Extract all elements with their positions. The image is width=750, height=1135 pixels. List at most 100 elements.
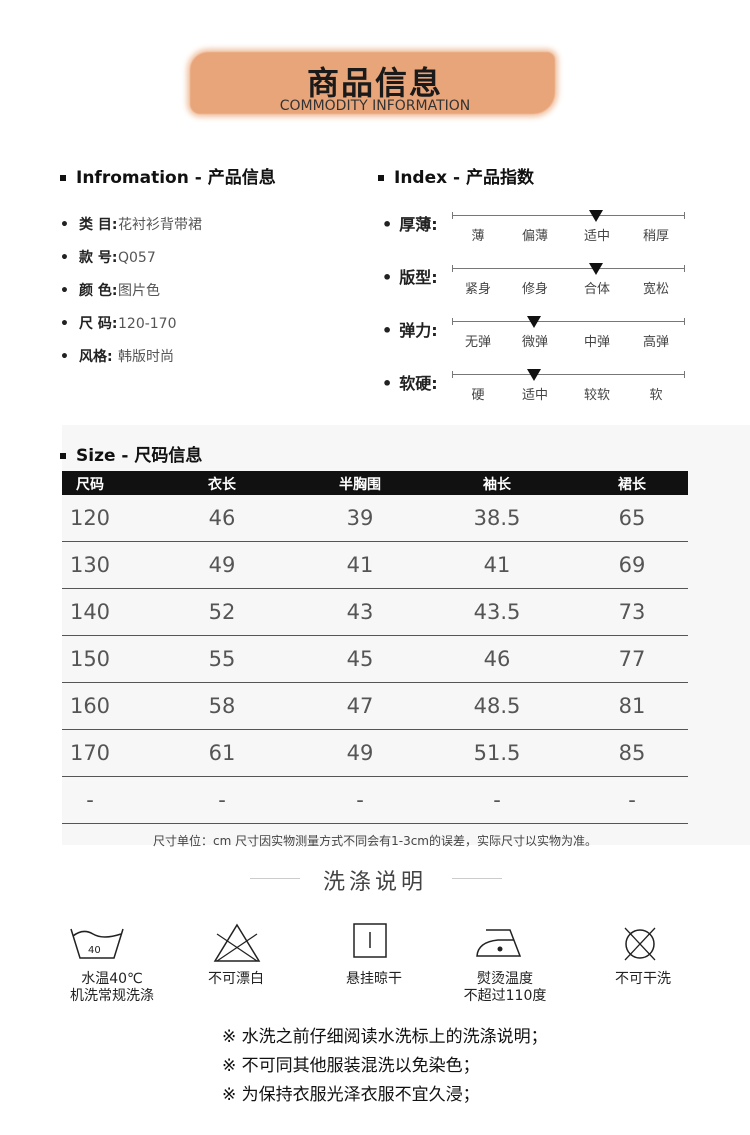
table-cell: - [218, 788, 226, 812]
care-label: 不可漂白 [208, 971, 264, 988]
table-cell: 45 [346, 647, 374, 671]
info-value: 花衬衫背带裙 [118, 217, 202, 233]
table-cell: 41 [483, 553, 511, 577]
table-cell: 58 [208, 694, 236, 718]
index-option: 中弹 [583, 335, 611, 350]
table-cell: 69 [618, 553, 646, 577]
index-scale [452, 371, 685, 378]
iron-icon [476, 929, 522, 957]
index-scale [452, 212, 685, 219]
index-marker-icon [589, 263, 603, 275]
column-header: 衣长 [208, 477, 236, 493]
wash-tip: ※ 为保持衣服光泽衣服不宜久浸； [222, 1085, 480, 1105]
table-cell: 48.5 [473, 694, 521, 718]
wash-temp-number: 40 [88, 945, 101, 956]
info-item: 颜 色:图片色 [60, 280, 160, 300]
table-cell: 49 [208, 553, 236, 577]
index-option: 软 [649, 388, 663, 403]
page-title: 商品信息 [306, 64, 443, 102]
info-item: 款 号:Q057 [60, 247, 156, 267]
index-option: 微弹 [521, 335, 549, 350]
table-cell: 43 [346, 600, 374, 624]
column-header: 裙长 [618, 477, 646, 493]
divider [250, 878, 300, 879]
size-note: 尺寸单位：cm 尺寸因实物测量方式不同会有1-3cm的误差，实际尺寸以实物为准。 [153, 834, 597, 848]
index-option: 修身 [521, 282, 549, 297]
table-cell: 120 [69, 506, 111, 530]
info-label: 类 目: [60, 214, 118, 234]
index-label: 软硬: [382, 370, 437, 394]
info-item: 尺 码:120-170 [60, 313, 177, 333]
info-item: 风格:韩版时尚 [60, 346, 174, 366]
table-cell: 46 [483, 647, 511, 671]
index-option: 合体 [583, 282, 611, 297]
index-label: 弹力: [382, 317, 437, 341]
table-cell: 38.5 [473, 506, 521, 530]
index-option: 偏薄 [521, 229, 549, 244]
index-marker-icon [589, 210, 603, 222]
care-label: 水温40℃ 机洗常规洗涤 [70, 971, 154, 1005]
info-heading: Infromation - 产品信息 [60, 163, 276, 188]
info-item: 类 目:花衬衫背带裙 [60, 214, 202, 234]
table-row: 120 46 39 38.5 65 [62, 495, 688, 542]
index-scale [452, 265, 685, 272]
table-cell: 140 [69, 600, 111, 624]
index-option: 无弹 [464, 335, 492, 350]
no-dry-clean-icon [624, 927, 656, 961]
column-header: 半胸围 [339, 477, 381, 493]
info-value: Q057 [118, 250, 156, 266]
care-label-line: 熨烫温度 [476, 971, 533, 987]
table-row: 130 49 41 41 69 [62, 542, 688, 589]
care-label-line: 悬挂晾干 [346, 971, 402, 987]
table-cell: 52 [208, 600, 236, 624]
table-cell: 85 [618, 741, 646, 765]
care-label-line: 水温40℃ [81, 971, 143, 987]
wash-40-icon: 40 [70, 928, 124, 959]
index-option: 稍厚 [642, 229, 670, 244]
table-cell: 46 [208, 506, 236, 530]
table-cell: 55 [208, 647, 236, 671]
column-header: 袖长 [483, 477, 511, 493]
index-option: 较软 [583, 388, 611, 403]
table-cell: - [86, 788, 94, 812]
index-marker-icon [527, 316, 541, 328]
index-heading: Index - 产品指数 [378, 163, 534, 188]
index-option: 紧身 [464, 282, 492, 297]
care-label-line: 不超过110度 [463, 988, 547, 1004]
info-label: 尺 码: [60, 313, 118, 333]
index-marker-icon [527, 369, 541, 381]
table-cell: 47 [346, 694, 374, 718]
wash-tip: ※ 水洗之前仔细阅读水洗标上的洗涤说明； [222, 1027, 548, 1047]
care-label-line: 不可干洗 [615, 971, 671, 987]
size-table-header: 尺码 衣长 半胸围 袖长 裙长 [62, 471, 688, 495]
no-bleach-icon [213, 923, 261, 962]
table-cell: 81 [618, 694, 646, 718]
table-cell: 77 [618, 647, 646, 671]
wash-tip: ※ 不可同其他服装混洗以免染色； [222, 1056, 480, 1076]
table-cell: 41 [346, 553, 374, 577]
info-label: 款 号: [60, 247, 118, 267]
index-option: 硬 [471, 388, 485, 403]
page-subtitle: COMMODITY INFORMATION [279, 98, 471, 114]
index-option: 适中 [521, 388, 549, 403]
care-label-line: 不可漂白 [208, 971, 264, 987]
table-cell: 65 [618, 506, 646, 530]
care-label: 熨烫温度 不超过110度 [464, 971, 547, 1005]
info-value: 图片色 [118, 283, 160, 299]
table-cell: 39 [346, 506, 374, 530]
info-value: 120-170 [118, 316, 177, 332]
table-cell: - [628, 788, 636, 812]
table-cell: 49 [346, 741, 374, 765]
table-cell: 73 [618, 600, 646, 624]
size-heading: Size - 尺码信息 [60, 441, 202, 466]
table-cell: 160 [69, 694, 111, 718]
index-option: 宽松 [642, 282, 670, 297]
table-cell: 170 [69, 741, 111, 765]
table-cell: 61 [208, 741, 236, 765]
table-cell: - [493, 788, 501, 812]
table-cell: 43.5 [473, 600, 521, 624]
index-label: 版型: [382, 264, 437, 288]
table-cell: - [356, 788, 364, 812]
divider [452, 878, 502, 879]
table-cell: 51.5 [473, 741, 521, 765]
